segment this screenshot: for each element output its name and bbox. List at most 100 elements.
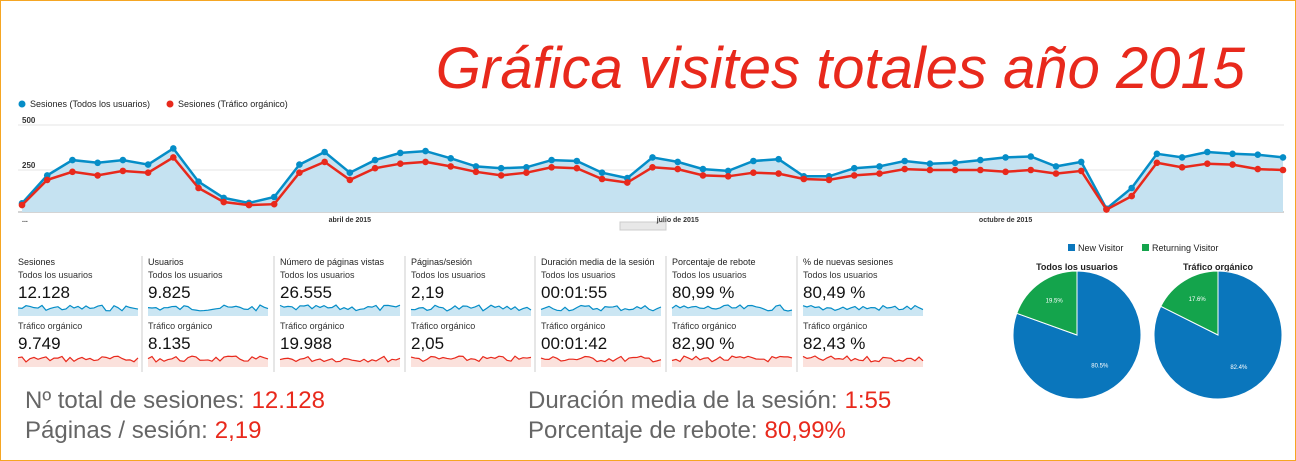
point: [825, 176, 833, 184]
page-title: Gráfica visites totales año 2015: [436, 36, 1246, 101]
point: [119, 167, 127, 175]
point: [1103, 206, 1110, 213]
segment-label: Todos los usuarios: [411, 270, 486, 280]
sparkline-area: [672, 305, 792, 316]
point: [447, 163, 455, 170]
point: [623, 179, 631, 186]
summary-label: Nº total de sesiones:: [25, 387, 245, 414]
point: [346, 176, 354, 184]
metric-value: 9.749: [18, 334, 61, 353]
metric-value: 26.555: [280, 283, 332, 302]
point: [876, 163, 883, 170]
point: [699, 172, 707, 179]
metric-value: 2,19: [411, 283, 444, 302]
point: [548, 164, 555, 171]
point: [296, 169, 303, 176]
point: [951, 166, 959, 174]
y-tick-label: 250: [22, 161, 36, 170]
point: [1279, 154, 1287, 161]
metric-value: 12.128: [18, 283, 70, 302]
point: [397, 160, 404, 167]
point: [699, 165, 707, 173]
sparkline-area: [672, 356, 792, 367]
point: [220, 198, 228, 206]
point: [598, 169, 606, 176]
point: [170, 145, 177, 152]
point: [1052, 170, 1060, 177]
point: [321, 148, 328, 156]
sparkline: [540, 304, 662, 312]
pie-title: Tráfico orgánico: [1183, 262, 1254, 272]
legend-label: Returning Visitor: [1152, 243, 1218, 253]
segment-label: Todos los usuarios: [541, 270, 616, 280]
point: [901, 165, 908, 173]
pie-slice: [1160, 270, 1219, 336]
point: [674, 158, 682, 166]
point: [94, 159, 101, 167]
point: [573, 164, 581, 172]
point: [649, 154, 656, 161]
metric-value: 80,49 %: [803, 283, 865, 302]
point: [397, 149, 404, 157]
point: [497, 164, 505, 172]
metric-label: Usuarios: [148, 257, 184, 267]
point: [750, 157, 757, 165]
x-tick-label: abril de 2015: [329, 217, 372, 224]
metric-value: 9.825: [148, 283, 191, 302]
point: [296, 161, 303, 168]
point: [270, 193, 278, 201]
point: [18, 201, 26, 209]
pie-title: Todos los usuarios: [1036, 262, 1118, 272]
point: [598, 175, 606, 183]
scroll-handle[interactable]: [619, 221, 667, 231]
legend-label: Sesiones (Tráfico orgánico): [178, 99, 288, 109]
metric-label: Duración media de la sesión: [541, 257, 655, 267]
metric-value: 00:01:55: [541, 283, 607, 302]
point: [724, 173, 732, 180]
sparkline: [147, 304, 269, 312]
point: [876, 170, 883, 177]
point: [1128, 184, 1135, 192]
segment-label: Tráfico orgánico: [803, 321, 867, 331]
sparkline: [802, 304, 924, 311]
point: [977, 156, 984, 164]
point: [422, 158, 429, 166]
point: [1229, 150, 1236, 158]
point: [1279, 166, 1287, 174]
point: [1077, 158, 1085, 166]
segment-label: Todos los usuarios: [148, 270, 223, 280]
legend-label: New Visitor: [1078, 243, 1123, 253]
point: [523, 169, 530, 176]
sparkline-area: [280, 305, 400, 316]
point: [977, 166, 984, 174]
summary-line: Páginas / sesión: 2,19: [25, 417, 262, 444]
sparkline: [17, 355, 139, 363]
point: [775, 155, 782, 163]
summary-label: Duración media de la sesión:: [528, 387, 838, 414]
point: [245, 201, 253, 209]
point: [472, 168, 480, 176]
point: [1027, 166, 1035, 174]
point: [371, 156, 379, 164]
point: [144, 161, 152, 168]
point: [69, 168, 76, 176]
point: [1027, 153, 1035, 160]
pie-slice: [1016, 270, 1078, 336]
sparkline: [279, 355, 401, 363]
point: [850, 164, 858, 172]
summary-label: Porcentaje de rebote:: [528, 417, 758, 444]
metric-value: 82,43 %: [803, 334, 865, 353]
point: [573, 157, 581, 165]
point: [1052, 163, 1060, 170]
segment-label: Tráfico orgánico: [18, 321, 82, 331]
point: [901, 157, 908, 165]
point: [1077, 167, 1085, 175]
slice-label: 17.6%: [1189, 297, 1207, 303]
sparkline-area: [541, 305, 661, 316]
x-tick-label: julio de 2015: [656, 217, 699, 224]
segment-label: Tráfico orgánico: [672, 321, 736, 331]
point: [1178, 154, 1186, 161]
metric-label: Sesiones: [18, 257, 56, 267]
metric-label: % de nuevas sesiones: [803, 257, 894, 267]
